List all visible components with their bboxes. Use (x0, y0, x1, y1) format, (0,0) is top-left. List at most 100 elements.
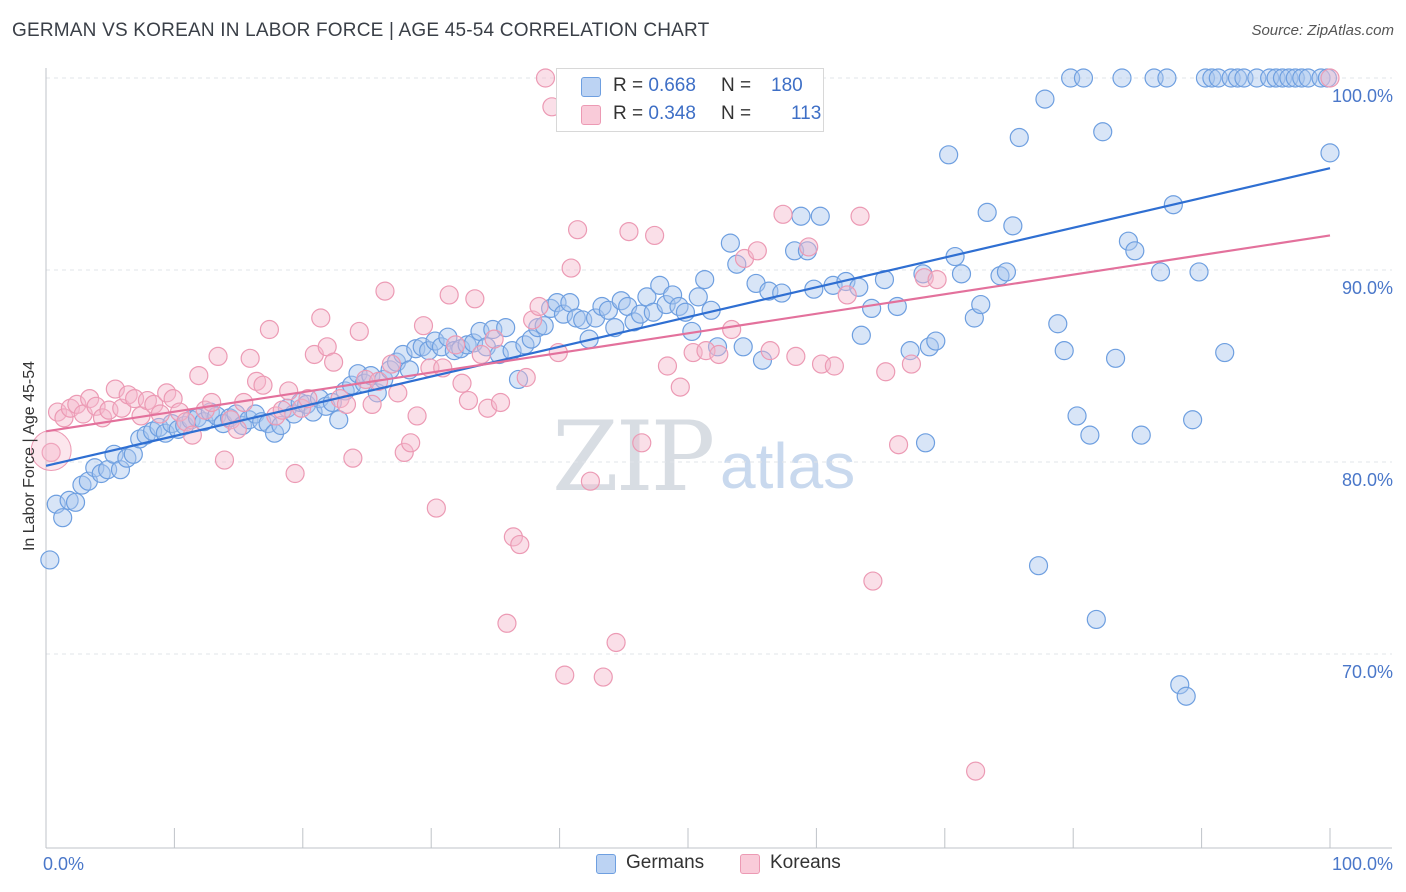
germans-point (862, 298, 882, 318)
germans-point (720, 233, 740, 253)
koreans-point (439, 285, 459, 305)
germans-point (650, 275, 670, 295)
koreans-legend-swatch (740, 854, 760, 874)
koreans-point (966, 761, 986, 781)
germans-point (996, 262, 1017, 282)
koreans-point (381, 354, 401, 374)
koreans-point (927, 270, 947, 290)
koreans-point (670, 377, 690, 397)
koreans-point (189, 366, 209, 386)
y-tick-label: 100.0% (1332, 86, 1393, 106)
koreans-point (901, 354, 922, 374)
germans-swatch (581, 77, 601, 97)
r-label: R = (613, 75, 644, 96)
x-tick-label: 0.0% (43, 854, 84, 874)
germans-point (915, 433, 936, 453)
tick-labels: 70.0% 80.0% 90.0% 100.0% 0.0% 100.0% (43, 86, 1393, 874)
germans-point (110, 460, 131, 480)
y-axis-title: In Labor Force | Age 45-54 (21, 361, 38, 551)
germans-point (65, 492, 86, 512)
chart-source: Source: ZipAtlas.com (1251, 22, 1394, 39)
germans-point (1028, 556, 1049, 576)
koreans-point (144, 394, 164, 414)
germans-point (264, 423, 285, 443)
germans-point (1183, 410, 1203, 430)
n-label: N = (721, 103, 752, 124)
koreans-point (567, 220, 588, 240)
koreans-point (253, 375, 273, 395)
koreans-point (311, 308, 331, 328)
koreans-point (619, 222, 639, 242)
koreans-legend-label: Koreans (770, 852, 841, 873)
koreans-point (850, 206, 870, 226)
koreans-point (606, 632, 626, 653)
koreans-point (426, 498, 446, 518)
germans-point (1093, 122, 1113, 142)
germans-point (1157, 68, 1177, 88)
germans-point (1131, 425, 1151, 445)
germans-point (695, 270, 715, 290)
germans-point (1080, 425, 1100, 445)
germans-point (1009, 127, 1029, 148)
koreans-point (786, 346, 806, 366)
koreans-point (824, 356, 844, 376)
germans-point (1035, 89, 1055, 109)
germans-point (1048, 314, 1068, 334)
koreans-point (837, 285, 857, 305)
germans-point (329, 410, 349, 430)
germans-r-value: 0.668 (648, 75, 696, 96)
germans-point (851, 325, 871, 345)
series-germans (40, 68, 1340, 706)
germans-point (810, 206, 830, 226)
koreans-point (445, 335, 466, 355)
germans-point (977, 202, 997, 222)
germans-point (508, 369, 529, 390)
koreans-point (888, 435, 909, 455)
germans-point (1202, 68, 1222, 88)
germans-point (598, 300, 618, 320)
correlation-legend: R = 0.668 N = 180 R = 0.348 N = 113 (556, 68, 824, 132)
koreans-point (503, 527, 523, 547)
germans-point (951, 264, 972, 284)
germans-n-value: 180 (771, 75, 803, 96)
germans-point (53, 508, 73, 528)
koreans-point (760, 341, 780, 361)
koreans-point (709, 344, 729, 365)
y-tick-label: 70.0% (1342, 662, 1393, 682)
germans-point (1227, 68, 1248, 88)
koreans-point (471, 344, 491, 365)
koreans-point (1320, 68, 1340, 88)
y-tick-label: 90.0% (1342, 278, 1393, 298)
koreans-point (645, 225, 665, 246)
koreans-point (182, 425, 202, 445)
koreans-point (458, 390, 479, 411)
koreans-point (863, 571, 883, 591)
koreans-point (227, 419, 247, 439)
koreans-point (202, 392, 222, 413)
germans-point (419, 341, 439, 361)
germans-point (1176, 686, 1196, 706)
koreans-r-value: 0.348 (648, 103, 696, 124)
grid (46, 77, 1392, 655)
koreans-point (747, 241, 767, 261)
germans-point (733, 337, 753, 357)
koreans-swatch (581, 105, 601, 125)
koreans-point (580, 471, 601, 491)
koreans-point (362, 394, 382, 414)
koreans-point (407, 406, 427, 426)
watermark-zip: ZIP (552, 401, 713, 513)
koreans-point (394, 442, 414, 462)
germans-point (1118, 231, 1139, 251)
data-points (30, 68, 1340, 781)
trend-lines (45, 167, 1331, 467)
germans-point (1150, 262, 1171, 282)
germans-point (971, 294, 991, 315)
koreans-point (401, 433, 421, 453)
koreans-point (657, 356, 678, 376)
chart-title: GERMAN VS KOREAN IN LABOR FORCE | AGE 45… (12, 20, 710, 41)
koreans-point (214, 450, 235, 470)
germans-point (1215, 342, 1235, 363)
germans-point (1170, 675, 1190, 695)
koreans-point (349, 321, 369, 342)
watermark-atlas: atlas (720, 430, 855, 502)
